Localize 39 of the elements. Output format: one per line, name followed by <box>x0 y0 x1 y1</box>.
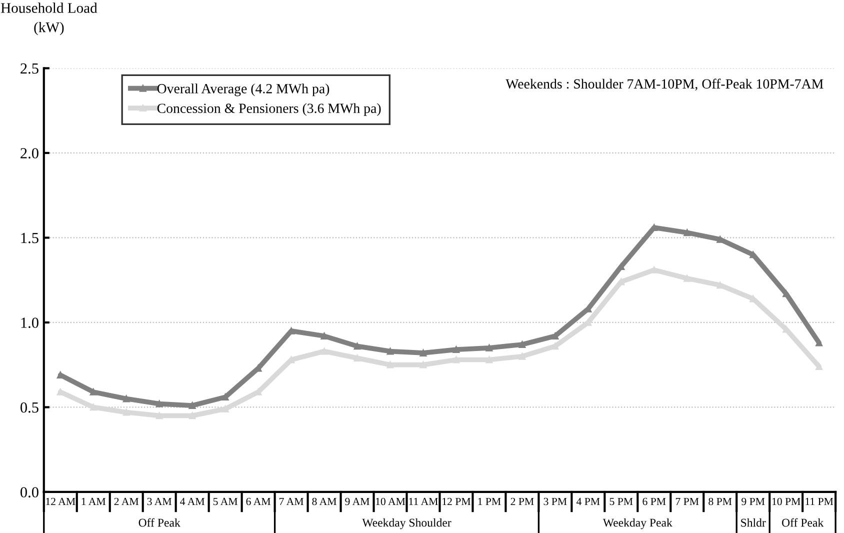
x-tick-label: 7 AM <box>280 498 304 506</box>
x-tick-label: 5 AM <box>213 498 238 506</box>
x-tick-label: 9 AM <box>345 498 370 506</box>
x-tick-label: 8 AM <box>312 498 336 506</box>
x-tick-label: 4 PM <box>576 498 600 506</box>
legend-label: Concession & Pensioners (3.6 MWh pa) <box>157 103 381 116</box>
x-tick-label: 3 PM <box>544 498 567 506</box>
x-tick-label: 11 PM <box>806 498 834 506</box>
y-tick-label: 2.0 <box>20 148 38 158</box>
x-tick-label: 8 PM <box>708 498 732 506</box>
x-tick-label: 5 PM <box>610 498 633 506</box>
y-tick-label: 0.5 <box>20 402 38 413</box>
x-tick-label: 12 AM <box>46 498 76 506</box>
y-tick-label: 0.0 <box>20 487 38 498</box>
x-tick-label: 10 PM <box>772 498 800 506</box>
y-tick-label: 1.0 <box>21 318 38 328</box>
x-tick-label: 7 PM <box>676 498 699 506</box>
x-tick-label: 4 AM <box>180 498 204 506</box>
x-tick-label: 6 AM <box>246 498 270 506</box>
text: Off Peak <box>782 518 824 527</box>
x-tick-label: 3 AM <box>147 498 172 506</box>
x-tick-label: 11 AM <box>409 498 438 506</box>
x-tick-label: 1 AM <box>82 498 106 506</box>
text: Off Peak <box>138 518 180 527</box>
annotation: Weekends : Shoulder 7AM-10PM, Off-Peak 10PM-7AM <box>506 78 824 91</box>
y-axis-title: Household Load (kW) <box>0 2 98 36</box>
y-tick-label: 2.5 <box>20 63 38 74</box>
y-tick-label: 1.5 <box>21 232 38 244</box>
x-tick-label: 2 AM <box>114 498 139 506</box>
text: Shldr <box>741 518 766 527</box>
x-tick-label: 10 AM <box>376 498 406 506</box>
legend-label: Overall Average (4.2 MWh pa) <box>157 84 330 96</box>
text: Weekday Peak <box>602 518 672 530</box>
x-tick-label: 6 PM <box>642 498 666 506</box>
x-tick-label: 12 PM <box>442 498 470 506</box>
text: Weekday Shoulder <box>362 518 452 530</box>
x-tick-label: 9 PM <box>742 498 765 506</box>
x-tick-label: 2 PM <box>510 498 534 506</box>
x-tick-label: 1 PM <box>478 498 501 506</box>
